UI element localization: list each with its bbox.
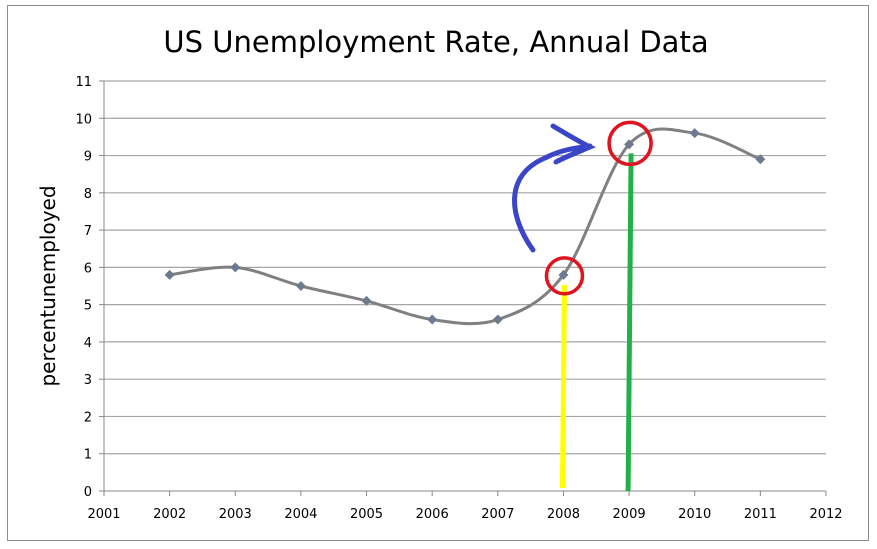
y-tick-label: 6 [84, 261, 92, 276]
data-point [689, 128, 700, 139]
data-point [755, 154, 766, 165]
data-point [492, 314, 503, 325]
x-tick-label: 2003 [219, 507, 252, 522]
x-tick-label: 2008 [547, 507, 580, 522]
x-tick-label: 2007 [481, 507, 514, 522]
x-tick-label: 2006 [416, 507, 449, 522]
data-point [558, 269, 569, 280]
y-axis-label: percentunemployed [36, 185, 60, 386]
red-circle [607, 120, 653, 167]
y-tick-label: 4 [84, 336, 92, 351]
data-point [427, 314, 438, 325]
y-tick-label: 10 [75, 112, 92, 127]
y-tick-label: 3 [84, 373, 92, 388]
x-tick-label: 2002 [153, 507, 186, 522]
data-point [164, 269, 175, 280]
y-tick-label: 7 [84, 224, 92, 239]
data-point [361, 295, 372, 306]
y-tick-label: 0 [84, 485, 92, 500]
y-tick-label: 5 [84, 299, 92, 314]
y-tick-label: 9 [84, 150, 92, 165]
series-line [169, 127, 761, 326]
y-tick-label: 2 [84, 410, 92, 425]
data-point [295, 281, 306, 291]
green-vertical-line [625, 153, 634, 492]
yellow-vertical-line [559, 284, 567, 489]
x-tick-label: 2010 [678, 507, 711, 522]
red-circle [544, 256, 585, 296]
x-tick-label: 2004 [284, 507, 317, 522]
y-tick-label: 1 [84, 448, 92, 463]
x-tick-label: 2001 [87, 507, 120, 522]
x-tick-label: 2012 [809, 507, 842, 522]
data-point [230, 262, 241, 273]
data-point [624, 139, 635, 150]
y-tick-label: 8 [84, 187, 92, 202]
chart-frame [7, 5, 869, 541]
x-tick-label: 2009 [613, 507, 646, 522]
blue-arrow [512, 123, 597, 253]
y-tick-label: 11 [75, 75, 92, 90]
x-tick-label: 2005 [350, 507, 383, 522]
x-tick-label: 2011 [744, 507, 777, 522]
chart-title: US Unemployment Rate, Annual Data [163, 25, 708, 59]
